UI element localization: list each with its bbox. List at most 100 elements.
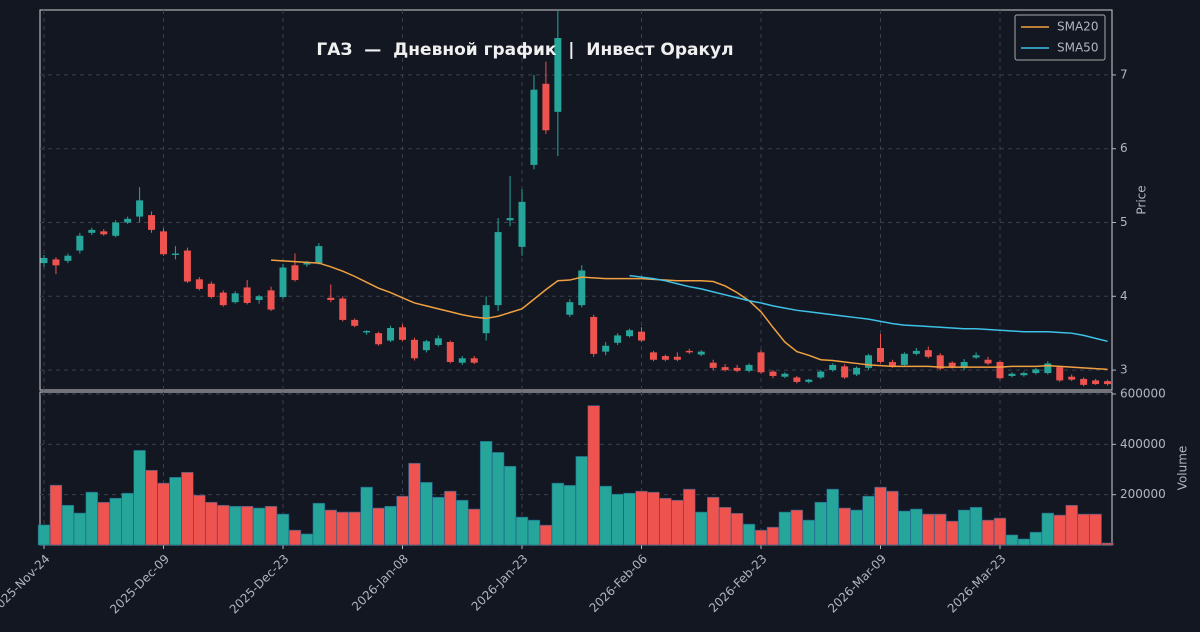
candle-body <box>542 83 550 131</box>
volume-bar <box>539 524 553 546</box>
candle-body <box>1032 369 1040 374</box>
y-tick-label: 4 <box>1120 289 1128 303</box>
candle-body <box>757 352 765 373</box>
x-tick-label: 2026-Jan-08 <box>349 552 411 614</box>
volume-bar <box>133 450 146 546</box>
candle-body <box>363 330 371 333</box>
candle-body <box>351 319 359 326</box>
volume-bar <box>157 482 170 546</box>
candle-body <box>375 333 383 345</box>
candle-body <box>1020 373 1028 376</box>
candle-body <box>614 335 622 343</box>
candle-body <box>100 231 108 235</box>
volume-bar <box>491 452 505 546</box>
candle-body <box>315 246 323 264</box>
candle-body <box>829 364 837 371</box>
candle-body <box>853 367 861 375</box>
candle-body <box>530 89 538 165</box>
volume-bar <box>37 524 51 546</box>
candle-body <box>112 222 120 236</box>
volume-bar <box>874 486 887 546</box>
volume-bar <box>444 490 457 546</box>
volume-bar <box>109 497 122 546</box>
volume-bar <box>1053 514 1066 546</box>
volume-bar <box>503 465 517 546</box>
candle-body <box>160 231 167 255</box>
candle-body <box>602 345 610 352</box>
candle-body <box>76 235 84 251</box>
candle-body <box>291 265 299 281</box>
volume-bar <box>61 504 75 546</box>
candle-body <box>470 358 478 363</box>
candle-body <box>1080 378 1088 385</box>
volume-bar <box>575 456 588 546</box>
y-tick-label: 5 <box>1120 215 1128 229</box>
candle-body <box>865 355 873 368</box>
volume-bar <box>599 485 612 546</box>
candle-body <box>805 379 813 382</box>
volume-bar <box>886 490 899 546</box>
candle-body <box>566 302 574 315</box>
candle-body <box>387 328 395 341</box>
volume-bar <box>683 488 696 546</box>
candle-body <box>793 377 801 382</box>
candle-body <box>1056 367 1064 381</box>
candle-body <box>888 361 896 367</box>
volume-bar <box>336 511 349 546</box>
volume-bar <box>1005 534 1019 546</box>
volume-bar <box>73 512 87 546</box>
x-tick-label: 2026-Mar-23 <box>945 552 1009 616</box>
candle-body <box>960 361 968 368</box>
volume-bar <box>718 506 732 546</box>
volume-bar <box>706 496 720 546</box>
candle-body <box>924 350 932 357</box>
volume-bar <box>635 490 648 546</box>
candle-body <box>243 287 251 303</box>
volume-bar <box>420 482 433 546</box>
volume-bar <box>671 499 684 546</box>
candle-body <box>661 356 669 360</box>
volume-bar <box>169 477 182 546</box>
candle-body <box>506 218 514 221</box>
volume-bar <box>372 507 385 546</box>
candle-body <box>446 342 454 362</box>
candle-body <box>841 366 849 378</box>
x-tick-label: 2026-Jan-23 <box>469 552 531 614</box>
volume-bar <box>49 484 63 546</box>
volume-bar <box>563 485 577 546</box>
candle-body <box>124 218 132 223</box>
candle-body <box>339 298 347 320</box>
volume-bar <box>121 492 134 546</box>
volume-bar <box>910 508 923 546</box>
volume-bar <box>898 510 911 546</box>
candle-body <box>649 352 657 360</box>
candle-body <box>578 270 586 306</box>
candle-body <box>171 253 179 255</box>
sma-line <box>271 259 1108 371</box>
volume-tick-label: 400000 <box>1120 437 1166 451</box>
volume-bar <box>527 519 541 546</box>
legend-label: SMA20 <box>1057 20 1098 34</box>
x-tick-label: 2026-Feb-23 <box>706 552 769 615</box>
candle-body <box>626 330 634 337</box>
volume-bar <box>85 491 99 546</box>
candle-body <box>554 38 562 112</box>
y-axis-label: Price <box>1135 185 1149 214</box>
candle-body <box>900 353 908 365</box>
volume-bar <box>790 509 804 546</box>
candle-body <box>1104 381 1112 385</box>
candle-body <box>255 296 263 300</box>
candle-body <box>972 355 980 358</box>
candle-body <box>1008 373 1016 376</box>
candle-body <box>1044 363 1052 374</box>
candle-body <box>948 362 956 368</box>
volume-bar <box>862 495 875 546</box>
marks <box>37 10 1114 546</box>
candle-body <box>434 338 442 345</box>
volume-tick-label: 200000 <box>1120 487 1166 501</box>
volume-bar <box>647 491 660 546</box>
candle-body <box>1092 380 1100 385</box>
legend-label: SMA50 <box>1057 41 1098 55</box>
volume-bar <box>1029 531 1043 546</box>
